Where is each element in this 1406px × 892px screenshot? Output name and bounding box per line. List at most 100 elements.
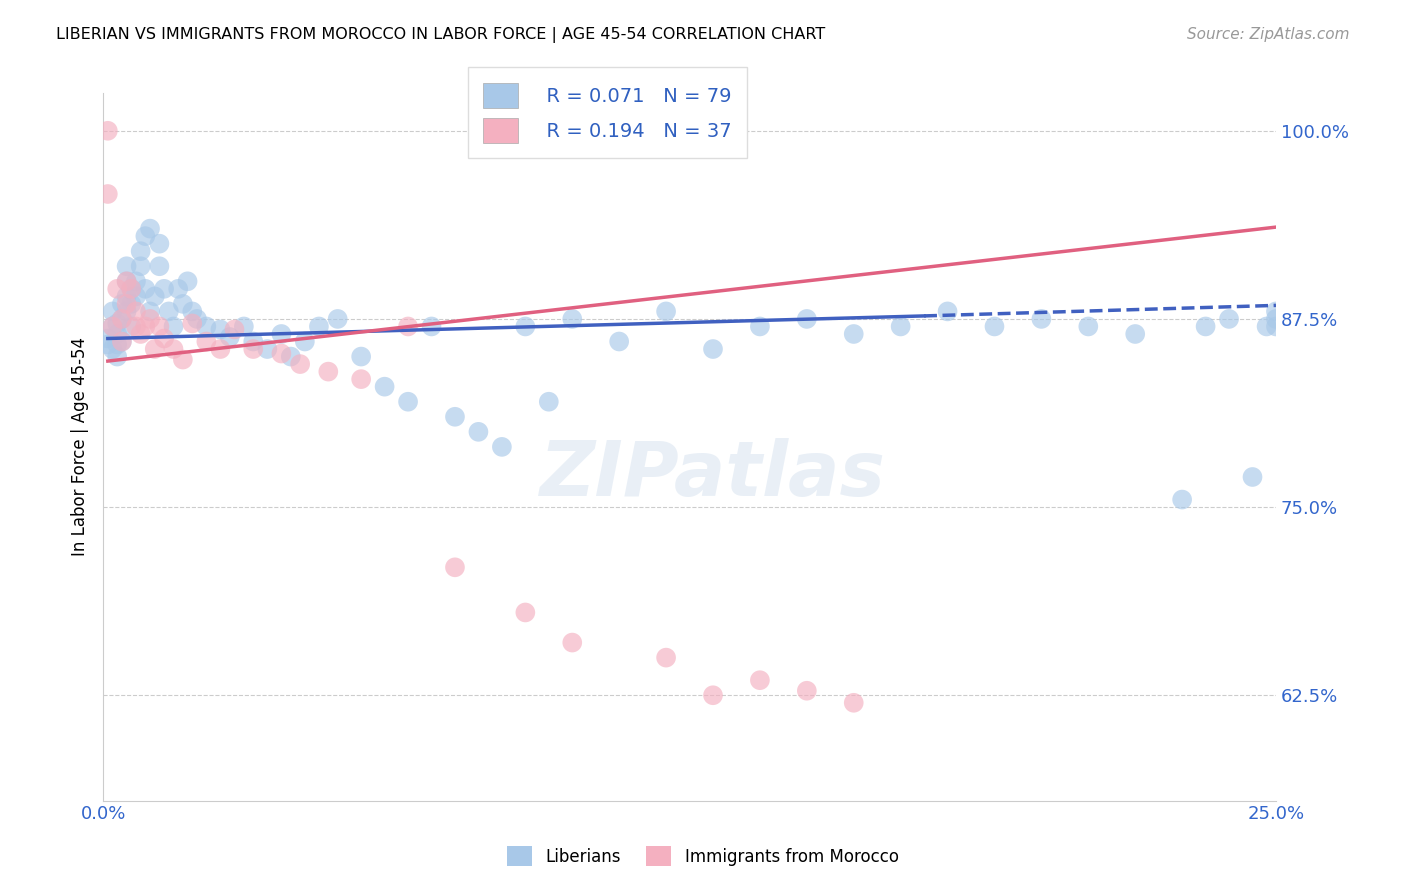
Point [288, 357, 311, 371]
Point [139, 221, 162, 235]
Text: LIBERIAN VS IMMIGRANTS FROM MOROCCO IN LABOR FORCE | AGE 45-54 CORRELATION CHART: LIBERIAN VS IMMIGRANTS FROM MOROCCO IN L… [56, 27, 825, 43]
Point [153, 331, 176, 345]
Point [1194, 319, 1216, 334]
Y-axis label: In Labor Force | Age 45-54: In Labor Force | Age 45-54 [72, 337, 89, 557]
Point [125, 304, 148, 318]
Point [1265, 304, 1288, 318]
Point [444, 409, 467, 424]
Point [1265, 319, 1288, 334]
Point [111, 334, 134, 349]
Point [195, 334, 218, 349]
Text: ZIPatlas: ZIPatlas [540, 438, 886, 512]
Point [515, 606, 537, 620]
Point [120, 297, 142, 311]
Point [139, 304, 162, 318]
Point [890, 319, 912, 334]
Point [125, 319, 148, 334]
Point [467, 425, 489, 439]
Point [115, 259, 138, 273]
Point [148, 236, 170, 251]
Point [224, 322, 246, 336]
Point [120, 282, 142, 296]
Point [97, 186, 120, 201]
Point [242, 334, 264, 349]
Point [115, 274, 138, 288]
Point [374, 379, 396, 393]
Point [326, 312, 349, 326]
Point [561, 635, 583, 649]
Point [101, 304, 124, 318]
Point [702, 342, 724, 356]
Point [115, 289, 138, 303]
Point [218, 330, 240, 344]
Text: Source: ZipAtlas.com: Source: ZipAtlas.com [1187, 27, 1350, 42]
Point [148, 319, 170, 334]
Point [537, 394, 560, 409]
Point [515, 319, 537, 334]
Point [270, 346, 292, 360]
Point [209, 342, 232, 356]
Point [105, 337, 128, 351]
Point [105, 282, 128, 296]
Point [115, 297, 138, 311]
Point [1031, 312, 1053, 326]
Point [148, 259, 170, 273]
Point [101, 319, 124, 334]
Point [702, 688, 724, 702]
Point [120, 319, 142, 334]
Point [748, 319, 770, 334]
Point [134, 319, 156, 334]
Point [396, 394, 419, 409]
Point [350, 372, 373, 386]
Point [491, 440, 513, 454]
Point [607, 334, 630, 349]
Point [1077, 319, 1099, 334]
Point [120, 282, 142, 296]
Point [129, 244, 152, 259]
Point [748, 673, 770, 688]
Point [111, 334, 134, 349]
Point [125, 289, 148, 303]
Point [232, 319, 254, 334]
Point [420, 319, 443, 334]
Point [842, 696, 865, 710]
Point [1256, 319, 1278, 334]
Point [97, 337, 120, 351]
Point [796, 683, 818, 698]
Point [129, 326, 152, 341]
Point [105, 326, 128, 341]
Point [308, 319, 330, 334]
Point [655, 304, 678, 318]
Point [209, 322, 232, 336]
Point [111, 297, 134, 311]
Point [396, 319, 419, 334]
Point [105, 350, 128, 364]
Point [134, 282, 156, 296]
Point [256, 342, 278, 356]
Point [143, 342, 166, 356]
Point [181, 304, 204, 318]
Point [195, 319, 218, 334]
Point [129, 259, 152, 273]
Point [125, 274, 148, 288]
Point [561, 312, 583, 326]
Point [97, 331, 120, 345]
Point [111, 312, 134, 326]
Point [162, 342, 184, 356]
Point [172, 297, 194, 311]
Point [101, 342, 124, 356]
Point [172, 352, 194, 367]
Legend:   R = 0.071   N = 79,   R = 0.194   N = 37: R = 0.071 N = 79, R = 0.194 N = 37 [468, 68, 747, 158]
Point [1241, 470, 1264, 484]
Point [167, 282, 190, 296]
Point [350, 350, 373, 364]
Point [1171, 492, 1194, 507]
Point [842, 326, 865, 341]
Point [1265, 312, 1288, 326]
Point [983, 319, 1005, 334]
Point [186, 312, 208, 326]
Point [796, 312, 818, 326]
Legend: Liberians, Immigrants from Morocco: Liberians, Immigrants from Morocco [499, 838, 907, 875]
Point [115, 274, 138, 288]
Point [134, 229, 156, 244]
